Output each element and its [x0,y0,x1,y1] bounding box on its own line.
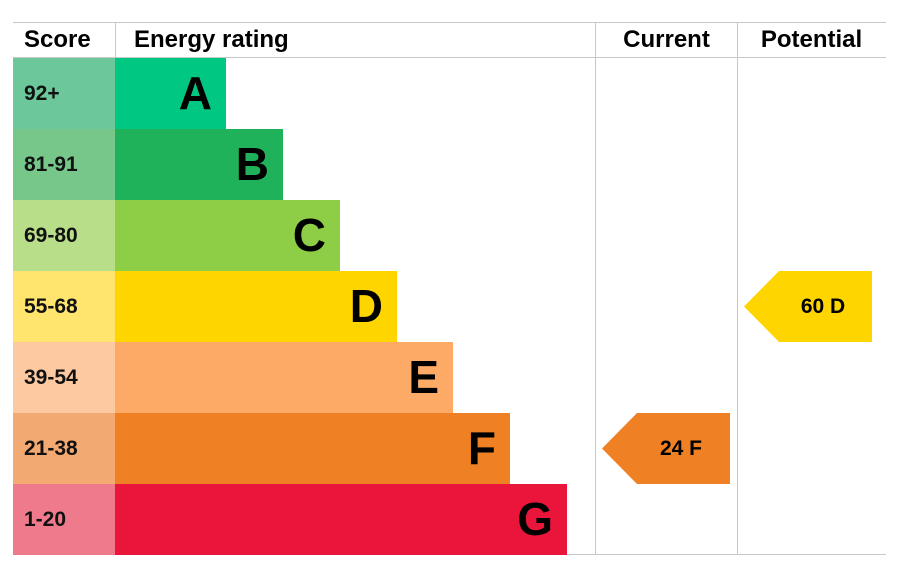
header-potential: Potential [760,26,863,53]
top-border [13,22,886,23]
rating-letter: A [178,67,212,119]
current-rating-label: 24 F [659,437,703,460]
rating-letter: G [517,493,553,545]
rating-bar [115,484,567,555]
epc-chart: Score Energy rating Current Potential 92… [13,22,886,555]
potential-rating-label: 60 D [800,295,846,318]
rating-letter: C [292,209,326,261]
rating-letter: B [235,138,269,190]
header-current: Current [623,26,710,53]
score-cell: 55-68 [13,271,115,342]
rating-bar [115,58,226,129]
rating-letter: E [408,351,439,403]
score-cell: 69-80 [13,200,115,271]
score-column-divider [115,22,116,58]
header-score: Score [24,26,91,53]
potential-rating-arrow: 60 D [744,271,872,342]
score-cell: 21-38 [13,413,115,484]
score-cell: 39-54 [13,342,115,413]
potential-column-divider [737,22,738,555]
score-cell: 92+ [13,58,115,129]
score-cell: 81-91 [13,129,115,200]
header-energy-rating: Energy rating [134,26,289,53]
rating-letter: D [349,280,383,332]
rating-bar [115,129,283,200]
current-column-divider [595,22,596,555]
rating-letter: F [467,422,496,474]
current-rating-arrow: 24 F [602,413,730,484]
score-cell: 1-20 [13,484,115,555]
rating-bar [115,342,453,413]
header-divider [13,57,886,58]
potential-arrow-shape [744,271,872,342]
rating-bar [115,271,397,342]
current-arrow-shape [602,413,730,484]
rating-bar [115,200,340,271]
rating-bar [115,413,510,484]
